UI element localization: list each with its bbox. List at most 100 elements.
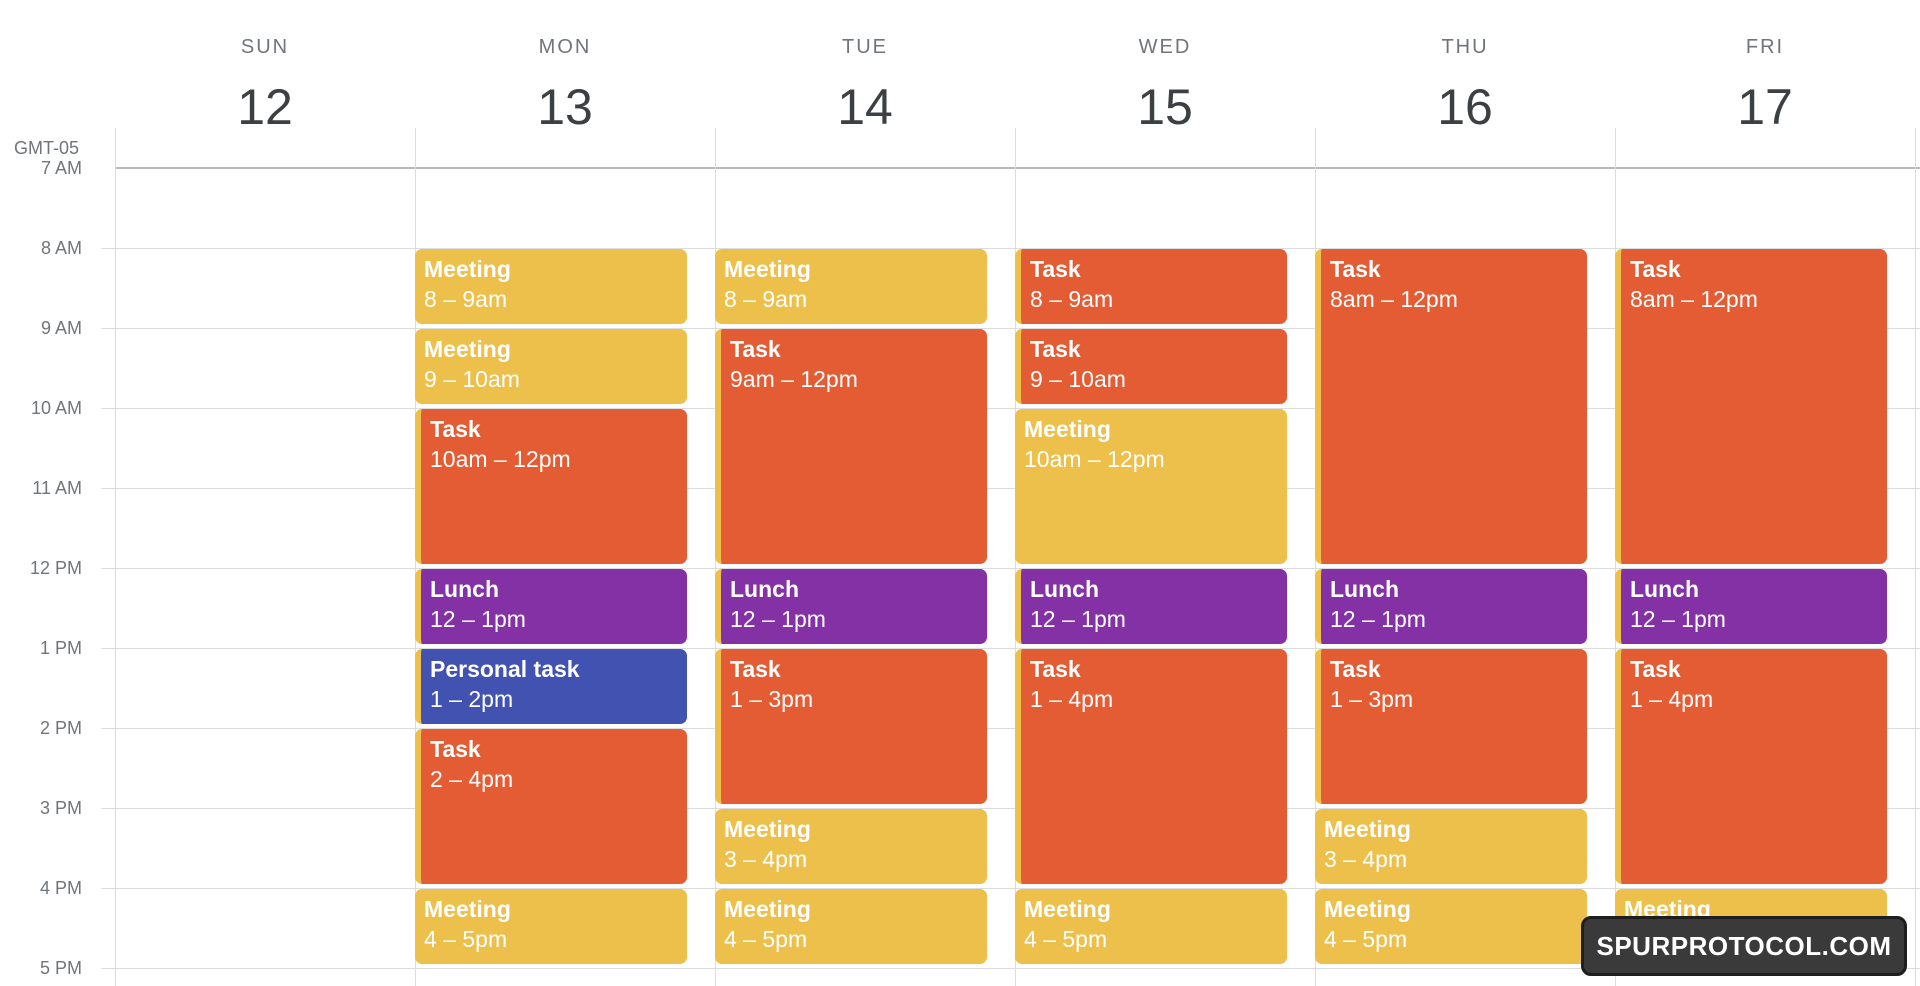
event-time: 8 – 9am	[424, 286, 508, 312]
event-task[interactable]: Task 1 – 3pm	[715, 649, 987, 804]
watermark-logo: SPURPROTOCOL.COM	[1581, 916, 1907, 976]
event-title: Task	[1630, 656, 1681, 682]
event-task[interactable]: Task 10am – 12pm	[415, 409, 687, 564]
event-title: Task	[730, 336, 781, 362]
header-divider	[115, 167, 1920, 169]
event-lunch[interactable]: Lunch 12 – 1pm	[1315, 569, 1587, 644]
day-header-fri[interactable]: FRI 17	[1615, 0, 1915, 168]
column-divider	[1915, 128, 1916, 986]
event-title: Meeting	[1024, 416, 1111, 442]
event-time: 9am – 12pm	[730, 366, 858, 392]
day-header-wed[interactable]: WED 15	[1015, 0, 1315, 168]
day-number[interactable]: 12	[237, 79, 293, 135]
event-time: 12 – 1pm	[730, 606, 826, 632]
day-name: FRI	[1745, 36, 1785, 58]
day-number[interactable]: 17	[1737, 79, 1793, 135]
event-time: 12 – 1pm	[430, 606, 526, 632]
event-lunch[interactable]: Lunch 12 – 1pm	[1015, 569, 1287, 644]
event-time: 12 – 1pm	[1330, 606, 1426, 632]
event-title: Meeting	[724, 816, 811, 842]
event-meeting[interactable]: Meeting 4 – 5pm	[715, 889, 987, 964]
event-time: 1 – 4pm	[1030, 686, 1114, 712]
event-task[interactable]: Task 8 – 9am	[1015, 249, 1287, 324]
event-title: Meeting	[1324, 896, 1411, 922]
event-task[interactable]: Task 8am – 12pm	[1315, 249, 1587, 564]
event-title: Lunch	[430, 576, 499, 602]
event-task[interactable]: Task 1 – 4pm	[1015, 649, 1287, 884]
event-lunch[interactable]: Lunch 12 – 1pm	[415, 569, 687, 644]
time-label: 3 PM	[39, 798, 82, 818]
time-label: 5 PM	[39, 958, 82, 978]
event-time: 12 – 1pm	[1030, 606, 1126, 632]
event-meeting[interactable]: Meeting 3 – 4pm	[715, 809, 987, 884]
event-time: 9 – 10am	[1030, 366, 1126, 392]
event-time: 10am – 12pm	[1024, 446, 1165, 472]
event-task[interactable]: Task 2 – 4pm	[415, 729, 687, 884]
event-lunch[interactable]: Lunch 12 – 1pm	[1615, 569, 1887, 644]
hour-gridline	[101, 328, 1920, 329]
event-task[interactable]: Task 8am – 12pm	[1615, 249, 1887, 564]
event-title: Task	[1330, 656, 1381, 682]
event-time: 8 – 9am	[724, 286, 808, 312]
event-meeting[interactable]: Meeting 9 – 10am	[415, 329, 687, 404]
event-lunch[interactable]: Lunch 12 – 1pm	[715, 569, 987, 644]
event-title: Meeting	[724, 256, 811, 282]
event-personal[interactable]: Personal task 1 – 2pm	[415, 649, 687, 724]
event-task[interactable]: Task 9am – 12pm	[715, 329, 987, 564]
event-title: Lunch	[730, 576, 799, 602]
event-time: 4 – 5pm	[1324, 926, 1408, 952]
event-title: Task	[1030, 336, 1081, 362]
event-title: Meeting	[424, 896, 511, 922]
event-time: 1 – 3pm	[1330, 686, 1414, 712]
event-meeting[interactable]: Meeting 8 – 9am	[415, 249, 687, 324]
event-meeting[interactable]: Meeting 4 – 5pm	[1015, 889, 1287, 964]
hour-gridline	[101, 728, 1920, 729]
event-title: Personal task	[430, 656, 580, 682]
day-number[interactable]: 13	[537, 79, 593, 135]
day-name: THU	[1441, 36, 1489, 58]
timezone-label: GMT-05	[14, 138, 80, 158]
day-header-sun[interactable]: SUN 12	[115, 0, 415, 168]
day-number[interactable]: 14	[837, 79, 893, 135]
day-name: WED	[1138, 36, 1192, 58]
time-label: 11 AM	[32, 478, 82, 498]
day-header-mon[interactable]: MON 13	[415, 0, 715, 168]
hour-gridline	[101, 648, 1920, 649]
event-task[interactable]: Task 1 – 4pm	[1615, 649, 1887, 884]
event-title: Lunch	[1630, 576, 1699, 602]
hour-gridline	[101, 568, 1920, 569]
event-title: Task	[1030, 256, 1081, 282]
hour-gridline	[101, 248, 1920, 249]
event-time: 4 – 5pm	[724, 926, 808, 952]
event-meeting[interactable]: Meeting 10am – 12pm	[1015, 409, 1287, 564]
event-time: 4 – 5pm	[1024, 926, 1108, 952]
hour-gridline	[101, 808, 1920, 809]
event-title: Meeting	[1024, 896, 1111, 922]
day-number[interactable]: 15	[1137, 79, 1193, 135]
event-task[interactable]: Task 9 – 10am	[1015, 329, 1287, 404]
time-label: 2 PM	[39, 718, 82, 738]
day-header-thu[interactable]: THU 16	[1315, 0, 1615, 168]
event-meeting[interactable]: Meeting 8 – 9am	[715, 249, 987, 324]
event-task[interactable]: Task 1 – 3pm	[1315, 649, 1587, 804]
event-meeting[interactable]: Meeting 3 – 4pm	[1315, 809, 1587, 884]
column-divider	[115, 128, 116, 986]
event-time: 4 – 5pm	[424, 926, 508, 952]
time-label: 12 PM	[29, 558, 82, 578]
event-title: Lunch	[1330, 576, 1399, 602]
day-header-tue[interactable]: TUE 14	[715, 0, 1015, 168]
event-meeting[interactable]: Meeting 4 – 5pm	[415, 889, 687, 964]
event-time: 3 – 4pm	[724, 846, 808, 872]
event-title: Task	[730, 656, 781, 682]
event-time: 8 – 9am	[1030, 286, 1114, 312]
day-number[interactable]: 16	[1437, 79, 1493, 135]
time-label: 10 AM	[30, 398, 82, 418]
hour-gridline	[101, 488, 1920, 489]
event-title: Meeting	[724, 896, 811, 922]
hour-gridline	[101, 408, 1920, 409]
time-label: 9 AM	[40, 318, 82, 338]
event-time: 1 – 3pm	[730, 686, 814, 712]
event-time: 8am – 12pm	[1630, 286, 1758, 312]
event-meeting[interactable]: Meeting 4 – 5pm	[1315, 889, 1587, 964]
